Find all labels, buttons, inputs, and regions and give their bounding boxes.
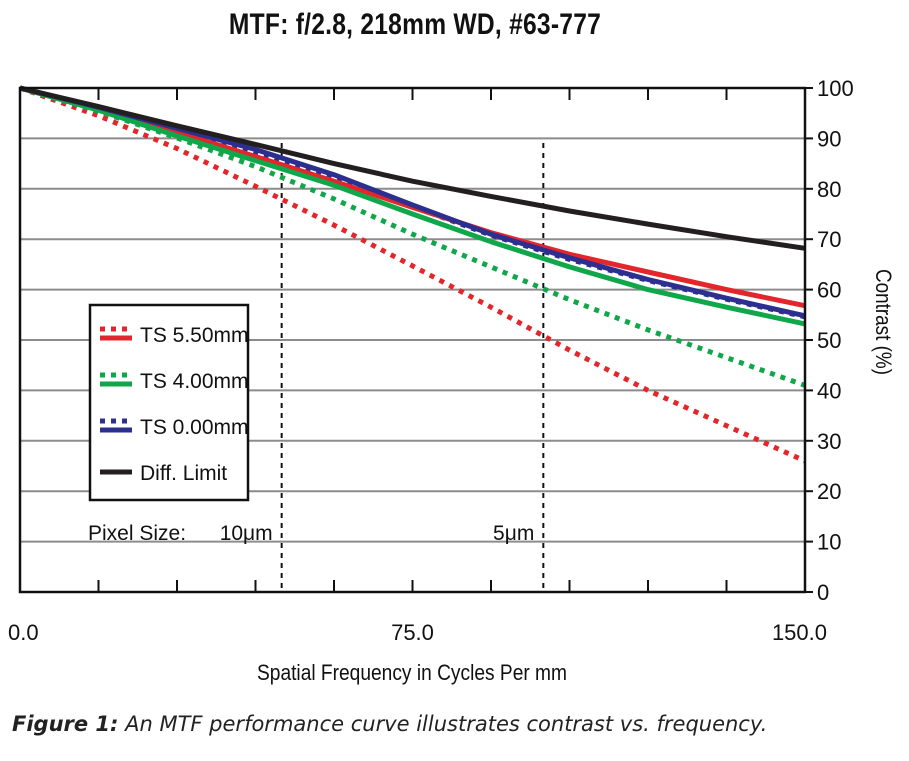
figure-caption: Figure 1: An MTF performance curve illus… bbox=[12, 712, 902, 736]
x-axis-title: Spatial Frequency in Cycles Per mm bbox=[257, 660, 567, 685]
y-tick-label: 10 bbox=[817, 530, 841, 555]
series-line-ts-5-50mm-dotted bbox=[19, 85, 807, 464]
series-line-ts-4-00mm-dotted bbox=[19, 85, 806, 388]
annotations: 10μm 5μm Pixel Size: bbox=[88, 522, 534, 545]
y-tick-label: 70 bbox=[817, 227, 841, 252]
pixel-size-marker-label: 5μm bbox=[493, 522, 534, 545]
x-tick-label: 0.0 bbox=[8, 620, 39, 645]
legend-label: Diff. Limit bbox=[140, 462, 227, 485]
caption-text: An MTF performance curve illustrates con… bbox=[118, 712, 768, 736]
y-tick-label: 50 bbox=[817, 328, 841, 353]
legend: TS 5.50mm TS 4.00mm TS 0.00mm Diff. Limit bbox=[88, 303, 250, 502]
y-tick-label: 0 bbox=[817, 580, 829, 605]
pixel-size-marker-label: 10μm bbox=[220, 522, 273, 545]
y-tick-label: 90 bbox=[817, 126, 841, 151]
caption-label: Figure 1: bbox=[12, 712, 119, 736]
mtf-chart: 0 10 20 30 40 50 60 70 80 90 100 0.0 75.0 150.0 TS 5.… bbox=[8, 76, 896, 685]
series-line-diff-limit-solid bbox=[19, 85, 806, 251]
legend-label: TS 0.00mm bbox=[140, 416, 249, 439]
series-lines bbox=[19, 85, 807, 464]
x-tick-label: 75.0 bbox=[391, 620, 434, 645]
series-line-ts-4-00mm-solid bbox=[19, 85, 806, 327]
legend-label: TS 5.50mm bbox=[140, 324, 249, 347]
pixel-size-label: Pixel Size: bbox=[88, 522, 186, 545]
y-tick-label: 40 bbox=[817, 378, 841, 403]
y-tick-label: 80 bbox=[817, 177, 841, 202]
y-tick-label: 100 bbox=[817, 76, 854, 101]
page-title: MTF: f/2.8, 218mm WD, #63-777 bbox=[228, 8, 602, 41]
legend-label: TS 4.00mm bbox=[140, 370, 249, 393]
pixel-size-markers bbox=[280, 143, 545, 592]
axis-ticks: 0 10 20 30 40 50 60 70 80 90 100 0.0 75.0 150.0 bbox=[8, 76, 854, 645]
y-tick-label: 30 bbox=[817, 429, 841, 454]
y-axis-title: Contrast (%) bbox=[871, 269, 896, 375]
y-tick-label: 20 bbox=[817, 479, 841, 504]
x-tick-label: 150.0 bbox=[772, 620, 827, 645]
y-tick-label: 60 bbox=[817, 278, 841, 303]
